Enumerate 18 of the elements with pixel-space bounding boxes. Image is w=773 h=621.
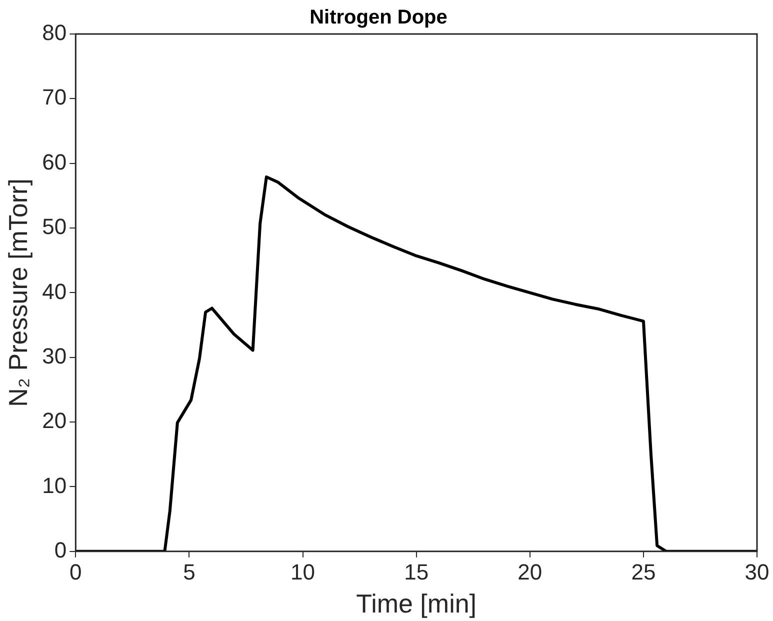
- y-tick-label: 40: [42, 278, 67, 304]
- x-tick-label: 25: [631, 560, 656, 585]
- y-tick-label: 70: [42, 84, 67, 110]
- y-tick-label: 20: [42, 408, 67, 434]
- x-axis-title: Time [min]: [356, 588, 477, 619]
- y-tick-label: 10: [42, 472, 67, 498]
- x-tick-label: 15: [404, 560, 429, 585]
- x-tick-label: 5: [183, 560, 196, 585]
- chart-title: Nitrogen Dope: [310, 6, 448, 29]
- x-tick-label: 20: [518, 560, 542, 585]
- x-tick-label: 30: [744, 560, 770, 585]
- y-tick-label: 0: [54, 537, 67, 562]
- y-tick-label: 80: [42, 20, 67, 46]
- x-tick-label: 10: [290, 560, 316, 585]
- y-tick-label: 30: [42, 343, 67, 368]
- y-tick-label: 60: [42, 149, 67, 174]
- y-axis-title: N₂ Pressure [mTorr]: [2, 178, 33, 407]
- y-tick-label: 50: [42, 214, 67, 240]
